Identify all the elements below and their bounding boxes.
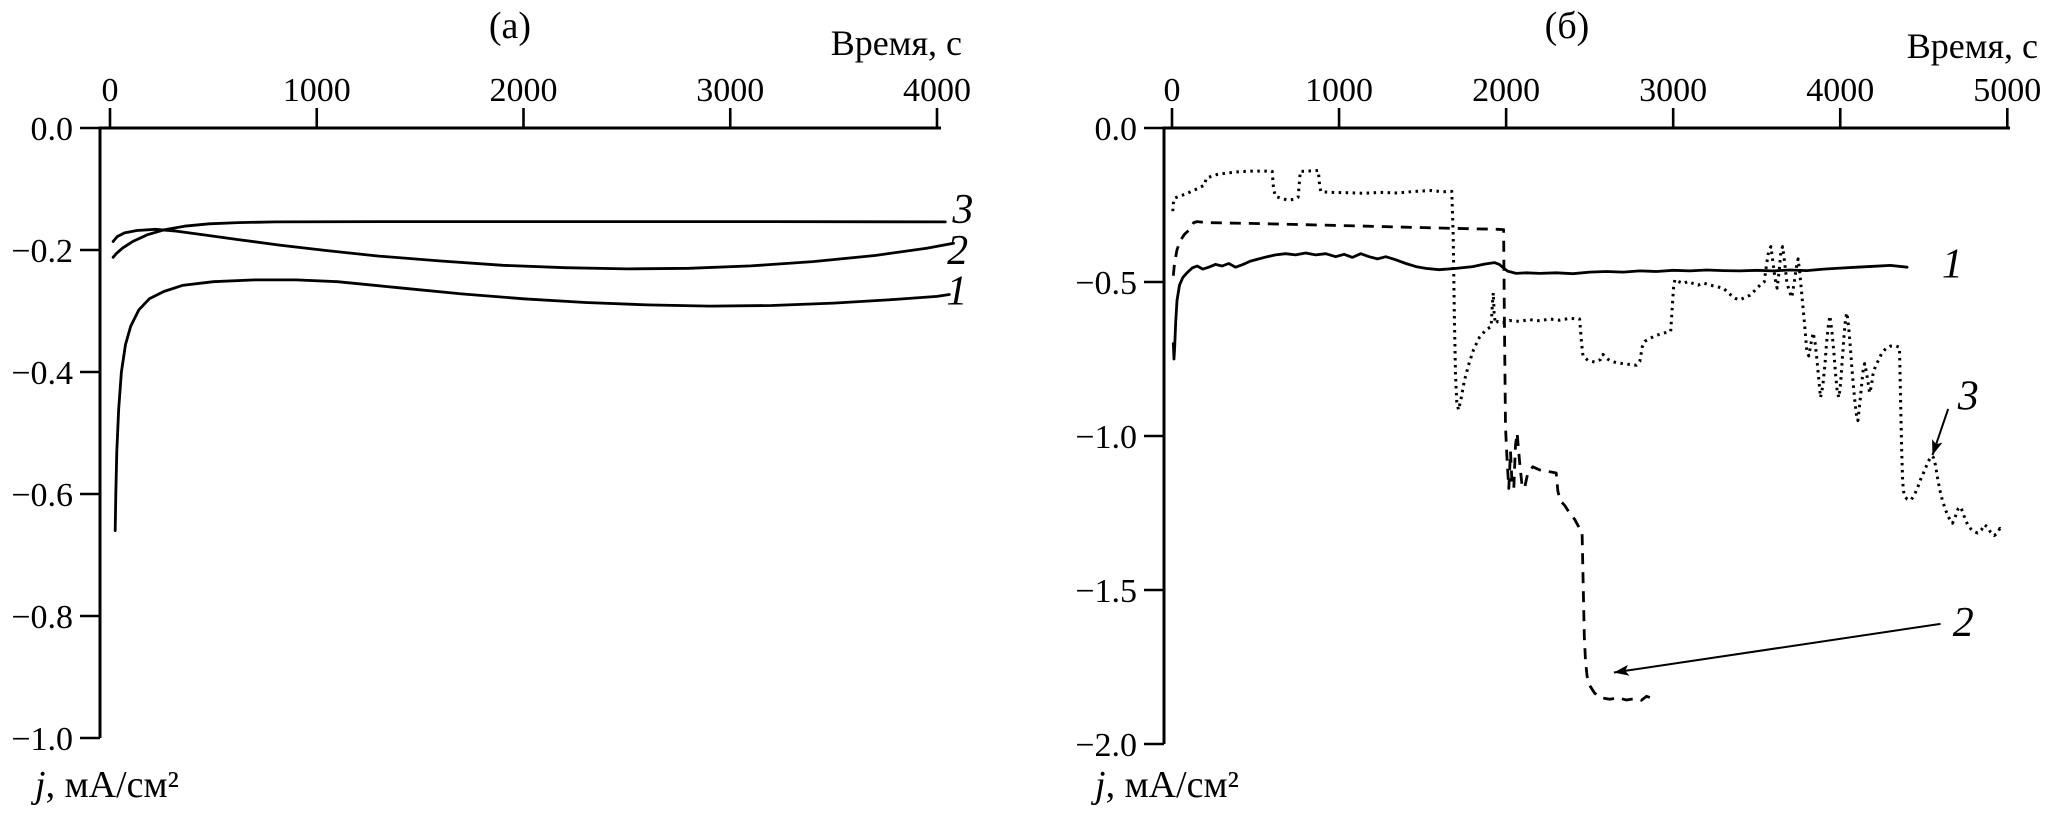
y-tick-label: −0.6: [11, 477, 73, 514]
x-tick-label: 0: [102, 72, 119, 109]
curve-label-3: 3: [951, 187, 973, 233]
panel-a-yaxis-title-symbol: j: [35, 764, 46, 806]
y-tick-label: −1.0: [11, 721, 73, 758]
curve-label-3: 3: [1957, 373, 1979, 419]
x-tick-label: 3000: [696, 72, 764, 109]
axis-frame: [1162, 126, 2010, 744]
axis-frame: [98, 126, 941, 738]
curve-2: [1171, 220, 1652, 702]
panel-a-xaxis-title: Время, с: [830, 23, 962, 63]
y-tick-label: −2.0: [1075, 727, 1137, 764]
y-tick-label: 0.0: [1095, 111, 1138, 148]
x-tick-label: 0: [1164, 72, 1181, 109]
panel-b-title: (б): [1544, 5, 1590, 47]
curve-label-1: 1: [946, 268, 967, 314]
x-tick-label: 4000: [903, 72, 971, 109]
curve-2-arrow: [1613, 622, 1941, 676]
panel-b-yaxis-title: j, мА/см²: [1095, 763, 1239, 807]
curve-1: [113, 278, 951, 532]
y-tick-label: −0.2: [11, 233, 73, 270]
y-tick-label: 0.0: [31, 111, 74, 148]
curve-label-2: 2: [947, 228, 968, 274]
panel-b-xaxis-title: Время, с: [1906, 26, 2038, 66]
panel-a-title: (а): [488, 5, 532, 47]
curve-3: [1171, 169, 2003, 537]
curve-3: [111, 220, 947, 259]
x-tick-label: 1000: [1305, 72, 1373, 109]
curve-label-1: 1: [1942, 242, 1963, 288]
x-tick-label: 1000: [283, 72, 351, 109]
panel-a-yaxis-title-units: , мА/см²: [45, 764, 179, 806]
curve-2: [111, 227, 955, 271]
panel-b-yaxis-title-symbol: j: [1095, 764, 1106, 806]
panel-a-yaxis-title: j, мА/см²: [35, 763, 179, 807]
y-tick-label: −1.5: [1075, 573, 1137, 610]
panel-b: 0 1000 2000 3000 4000 5000 0.0 −0.5 −1.0 −1.5 −2.0…: [1075, 72, 2041, 764]
panel-b-yaxis-title-units: , мА/см²: [1105, 764, 1239, 806]
y-tick-label: −1.0: [1075, 419, 1137, 456]
curve-label-2: 2: [1953, 600, 1974, 646]
y-tick-label: −0.4: [11, 355, 73, 392]
y-tick-label: −0.8: [11, 599, 73, 636]
x-tick-label: 3000: [1639, 72, 1707, 109]
panel-a: 0 1000 2000 3000 4000 0.0 −0.2 −0.4 −0.6 −0.8 −1.0…: [11, 72, 973, 758]
x-tick-label: 2000: [1472, 72, 1540, 109]
x-tick-label: 2000: [490, 72, 558, 109]
curve-3-arrow: [1931, 408, 1950, 456]
x-tick-label: 4000: [1806, 72, 1874, 109]
x-tick-label: 5000: [1973, 72, 2041, 109]
y-tick-label: −0.5: [1075, 265, 1137, 302]
curve-1: [1171, 251, 1909, 361]
